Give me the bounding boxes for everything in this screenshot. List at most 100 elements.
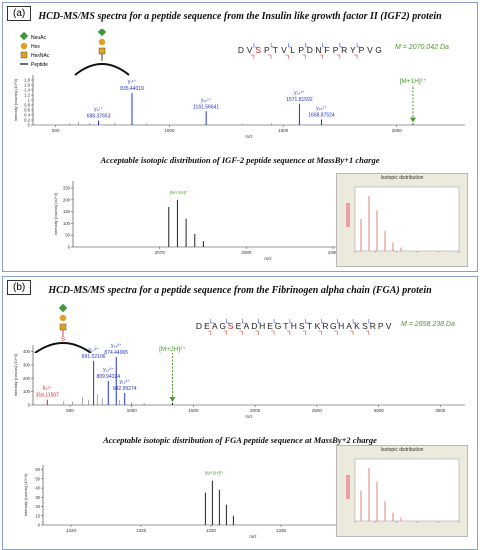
isotope-precursor-label: [M+2H]²⁺ [205,471,224,476]
y-axis-label: Intensity [counts] (10^3) [13,353,18,396]
sequence-residue: F [324,45,329,55]
peak-ion-label: y₁₀¹⁺ [201,97,212,103]
panel-b-spectrum: 500 1000 1500 2000 2500 3000 3500 0 100 200 300 400… [13,343,465,419]
sequence-residue: E [267,321,273,331]
inset-y-axis-label-bar [346,203,350,227]
sequence-residue: V [367,45,373,55]
y-tick-label: 100 [63,221,71,226]
b-fragment-mark [250,54,255,59]
y-tick-label: 0.6 [24,108,30,113]
glyco-site-s-label: S [61,337,65,343]
glycan-hex-icon [98,38,106,46]
y-fragment-mark [273,319,278,324]
sequence-residue: D [251,321,257,331]
y-fragment-mark [337,319,341,324]
sequence-residue: T [307,321,312,331]
b-fragment-mark [318,330,322,335]
sequence-residue: K [354,321,360,331]
y-tick-label: 300 [23,363,31,368]
panel-a-title: HCD-MS/MS spectra for a peptide sequence… [38,11,442,22]
y-fragment-mark [242,319,246,324]
b-fragment-mark [319,54,323,59]
y-tick-label: 200 [23,376,31,381]
inset-a-title: Isotopic distribution [380,175,424,181]
b-fragment-mark [271,330,275,335]
sequence-residue: R [322,321,328,331]
b-fragment-mark [207,330,212,335]
sequence-residue: V [386,321,392,331]
b-fragment-mark [334,330,338,335]
panel-a-label: (a) [7,6,32,21]
b-fragment-mark [286,330,291,335]
y-tick-label: 60 [35,467,40,472]
hex-legend-icon [20,42,28,50]
y-tick-label: 0 [68,245,71,250]
precursor-label: [M+1H]¹⁺ [400,78,427,85]
x-tick-label: 1500 [278,128,289,133]
x-tick-label: 2500 [312,408,323,413]
glycan-hexnac-icon [98,47,106,55]
legend-peptide: Peptide [31,62,48,68]
precursor-arrowhead [409,117,416,123]
glycan-b-hexnac-icon [59,323,67,331]
neuac-legend-icon [19,31,29,41]
sequence-residue: A [346,321,352,331]
y-tick-label: 400 [23,349,31,354]
inset-b-title: Isotopic distribution [380,447,424,453]
b-fragment-mark [354,54,358,59]
y-tick-label: 200 [63,197,71,202]
b-fragment-mark [302,330,306,335]
y-fragment-mark [305,319,309,324]
y-fragment-mark [368,319,372,324]
y-fragment-mark [356,43,361,48]
legend-hexnac: HexNAc [31,53,50,59]
sequence-residue: V [247,45,253,55]
glycan-b-hex-icon [59,314,67,322]
sequence-residue: D [307,45,313,55]
x-axis-label: m/z [245,134,253,139]
sequence-residue: V [281,45,287,55]
y-tick-label: 0.2 [24,118,30,123]
peak-mz-label: 688.37653 [87,114,111,120]
peak-mz-label: 874.44965 [104,350,128,356]
panel-a-mass-label: M = 2070.042 Da [395,44,449,51]
inset-a-plot [346,186,460,253]
panel-a-subtitle: Acceptable isotopic distribution of IGF-… [100,155,380,165]
y-tick-label: 0 [28,403,31,408]
x-tick-label: 1000 [164,128,175,133]
precursor-label: [M+2H]²⁺ [159,346,186,353]
peak-ion-label: b₃¹⁺ [43,386,52,392]
sequence-residue: S [228,321,234,331]
peak-ion-label: y₇¹⁺ [128,79,137,85]
panel-b-label: (b) [7,280,32,295]
x-tick-label: 2080 [241,250,252,255]
y-fragment-mark [253,43,257,48]
inset-plot-area [354,186,460,252]
y-fragment-mark [339,43,343,48]
b-fragment-mark [255,330,259,335]
b-fragment-mark [223,330,227,335]
panel-b-title: HCD-MS/MS spectra for a peptide sequence… [48,285,432,296]
x-tick-label: 1325 [136,528,147,533]
sequence-residue: H [338,321,344,331]
b-fragment-mark [268,54,272,59]
sequence-residue: P [333,45,339,55]
y-tick-label: 50 [65,233,70,238]
y-fragment-mark [289,319,293,324]
sequence-residue: A [212,321,218,331]
peptide-b-backbone-icon [34,342,92,353]
sequence-residue: P [298,45,304,55]
x-tick-label: 1320 [66,528,77,533]
y-fragment-mark [322,43,326,48]
y-tick-label: 1.6 [24,83,30,88]
panel-b-mass-label: M = 2658.238 Da [401,321,455,328]
y-tick-label: 20 [35,504,40,509]
y-tick-label: 100 [23,389,31,394]
y-axis-label: Intensity [counts] (10^3) [13,78,18,121]
x-tick-label: 2000 [392,128,403,133]
sequence-residue: Y [350,45,356,55]
x-tick-label: 2090 [328,250,339,255]
y-fragment-mark [288,43,292,48]
y-tick-label: 30 [35,495,40,500]
sequence-residue: S [362,321,368,331]
